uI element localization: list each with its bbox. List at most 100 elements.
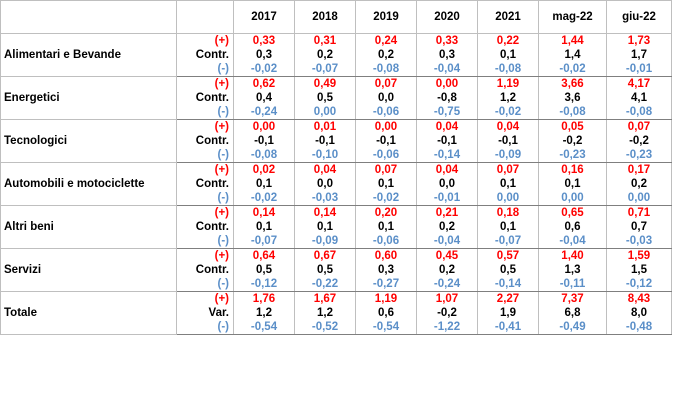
value-cell: 0,65 [538,205,607,220]
table-row: Alimentari e Bevande (+) 0,33 0,31 0,24 0,33 0… [0,33,672,77]
table-row: Contr. 0,4 0,5 0,0 -0,8 1,2 3,6 4,1 [1,91,672,105]
value-cell: -0,01 [416,191,478,206]
header-period: 2018 [294,0,356,34]
table-row: (-) -0,54 -0,52 -0,54 -1,22 -0,41 -0,49 -0,48 [1,320,672,335]
value-cell: -0,07 [477,234,539,249]
row-type-label: (-) [176,234,234,249]
row-type-label: (-) [176,320,234,335]
value-cell: 0,1 [477,48,539,62]
value-cell: -0,2 [606,134,672,148]
table-row: Var. 1,2 1,2 0,6 -0,2 1,9 6,8 8,0 [1,306,672,320]
value-cell: 0,60 [355,248,417,263]
table-body: Alimentari e Bevande (+) 0,33 0,31 0,24 0,33 0… [0,33,672,335]
value-cell: 0,0 [294,177,356,191]
value-cell: 0,00 [416,76,478,91]
value-cell: 1,2 [477,91,539,105]
table-row: Contr. -0,1 -0,1 -0,1 -0,1 -0,1 -0,2 -0,2 [1,134,672,148]
value-cell: -0,09 [294,234,356,249]
value-cell: 0,5 [233,263,295,277]
value-cell: -0,10 [294,148,356,163]
value-cell: -0,12 [233,277,295,292]
value-cell: 0,57 [477,248,539,263]
value-cell: 0,5 [294,263,356,277]
value-cell: 0,00 [233,119,295,134]
category-label: Totale [0,291,177,335]
table-row: Totale (+) 1,76 1,67 1,19 1,07 2,27 7,37 8,43 [0,291,672,335]
value-cell: -0,04 [416,234,478,249]
value-cell: 0,71 [606,205,672,220]
value-cell: -0,2 [416,306,478,320]
row-type-label: (-) [176,105,234,120]
value-cell: 0,33 [233,33,295,48]
value-cell: 0,00 [477,191,539,206]
value-cell: 1,2 [294,306,356,320]
value-cell: 0,33 [416,33,478,48]
value-cell: -0,02 [233,62,295,77]
table-row: Contr. 0,1 0,0 0,1 0,0 0,1 0,1 0,2 [1,177,672,191]
row-type-label: Contr. [176,134,234,148]
row-type-label: (+) [176,119,234,134]
row-type-label: (+) [176,76,234,91]
value-cell: -0,07 [294,62,356,77]
value-cell: 0,17 [606,162,672,177]
category-label: Altri beni [0,205,177,249]
table-row: Energetici (+) 0,62 0,49 0,07 0,00 1,19 3,66 4,1… [0,76,672,120]
value-cell: 0,67 [294,248,356,263]
value-cell: 0,1 [477,177,539,191]
value-cell: -0,02 [477,105,539,120]
value-cell: 0,07 [477,162,539,177]
value-cell: 0,3 [233,48,295,62]
value-cell: 1,5 [606,263,672,277]
value-cell: 0,1 [538,177,607,191]
value-cell: 1,07 [416,291,478,306]
table-row: Contr. 0,5 0,5 0,3 0,2 0,5 1,3 1,5 [1,263,672,277]
value-cell: 0,1 [355,220,417,234]
value-cell: 8,43 [606,291,672,306]
value-cell: 0,6 [538,220,607,234]
value-cell: -0,09 [477,148,539,163]
value-cell: -0,03 [294,191,356,206]
value-cell: 0,49 [294,76,356,91]
value-cell: 0,1 [294,220,356,234]
value-cell: -0,01 [606,62,672,77]
value-cell: 0,1 [355,177,417,191]
value-cell: 1,73 [606,33,672,48]
value-cell: -1,22 [416,320,478,335]
value-cell: -0,04 [416,62,478,77]
value-cell: 0,00 [606,191,672,206]
header-sublabel [176,0,234,34]
value-cell: 8,0 [606,306,672,320]
value-cell: 4,17 [606,76,672,91]
table-row: (-) -0,02 -0,03 -0,02 -0,01 0,00 0,00 0,00 [1,191,672,206]
value-cell: 0,7 [606,220,672,234]
value-cell: -0,04 [538,234,607,249]
table-row: (-) -0,02 -0,07 -0,08 -0,04 -0,08 -0,02 -0,01 [1,62,672,77]
value-cell: 0,0 [416,177,478,191]
table-row: Contr. 0,3 0,2 0,2 0,3 0,1 1,4 1,7 [1,48,672,62]
value-cell: 0,00 [294,105,356,120]
value-cell: 1,19 [477,76,539,91]
value-cell: 0,05 [538,119,607,134]
row-type-label: Var. [176,306,234,320]
value-cell: -0,06 [355,105,417,120]
value-cell: 0,22 [477,33,539,48]
row-type-label: (+) [176,248,234,263]
value-cell: -0,24 [416,277,478,292]
value-cell: 0,6 [355,306,417,320]
value-cell: 0,2 [355,48,417,62]
value-cell: 0,20 [355,205,417,220]
value-cell: -0,14 [477,277,539,292]
value-cell: -0,14 [416,148,478,163]
value-cell: 0,16 [538,162,607,177]
value-cell: 0,24 [355,33,417,48]
value-cell: 0,21 [416,205,478,220]
value-cell: 0,2 [294,48,356,62]
row-type-label: Contr. [176,177,234,191]
value-cell: 0,02 [233,162,295,177]
value-cell: -0,22 [294,277,356,292]
value-cell: 0,5 [477,263,539,277]
table-row: Altri beni (+) 0,14 0,14 0,20 0,21 0,18 0,65 0,7… [0,205,672,249]
header-period: 2020 [416,0,478,34]
value-cell: 0,45 [416,248,478,263]
value-cell: 0,2 [416,263,478,277]
